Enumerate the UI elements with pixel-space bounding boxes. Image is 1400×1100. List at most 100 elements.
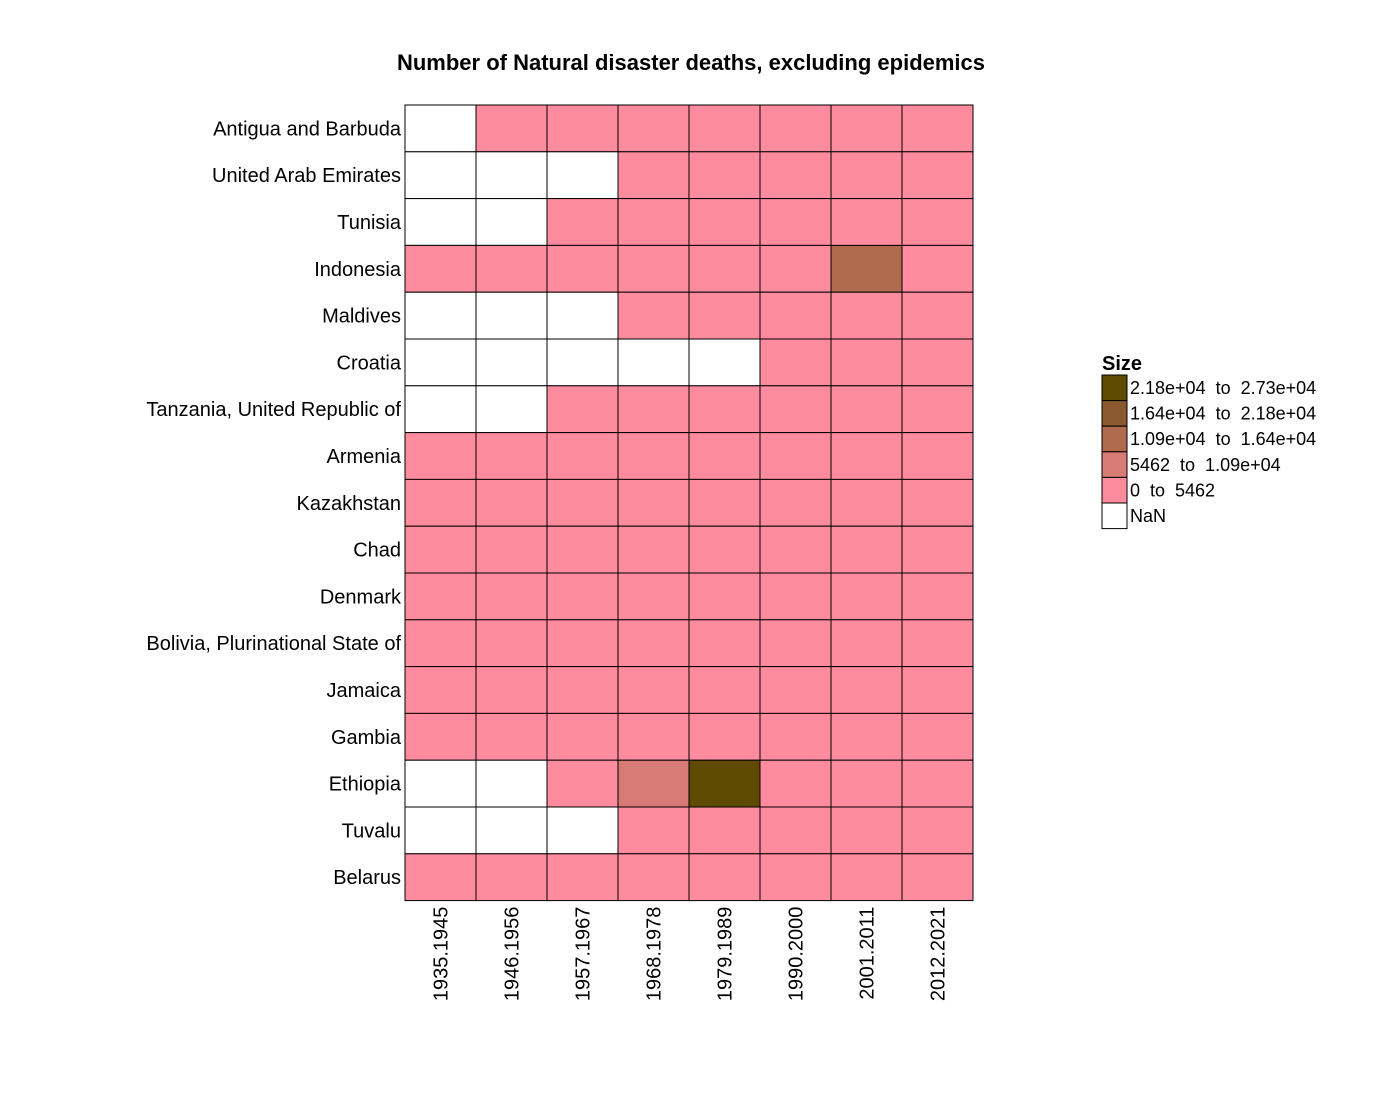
legend-title: Size <box>1102 353 1142 375</box>
heatmap-cell <box>901 806 974 855</box>
row-label: Indonesia <box>314 259 402 281</box>
row-label: Tanzania, United Republic of <box>146 399 401 421</box>
legend-swatch <box>1101 425 1128 453</box>
heatmap-cell <box>404 432 477 480</box>
heatmap-cell <box>546 619 619 668</box>
heatmap-cell <box>546 244 619 293</box>
heatmap-cell <box>546 385 619 434</box>
heatmap-cell <box>404 853 477 902</box>
heatmap-cell <box>617 291 690 340</box>
heatmap-cell <box>617 572 690 621</box>
heatmap-cell <box>546 338 619 387</box>
heatmap-cell <box>688 198 761 246</box>
column-label: 1935.1945 <box>431 907 453 1002</box>
heatmap-cell <box>404 104 477 153</box>
heatmap-cell <box>475 666 548 714</box>
heatmap-cell <box>617 853 690 902</box>
heatmap-cell <box>759 806 832 855</box>
heatmap-cell <box>688 853 761 902</box>
legend-items: 2.18e+04 to 2.73e+04 1.64e+04 to 2.18e+04… <box>1101 374 1316 530</box>
heatmap-cell <box>901 432 974 480</box>
heatmap-cell <box>688 432 761 480</box>
heatmap-cell <box>404 572 477 621</box>
heatmap-cell <box>901 291 974 340</box>
heatmap-cell <box>830 853 903 902</box>
heatmap-cell <box>759 198 832 246</box>
heatmap-cell <box>759 151 832 200</box>
row-label: Bolivia, Plurinational State of <box>146 633 401 655</box>
heatmap-cell <box>901 666 974 714</box>
heatmap-cell <box>617 432 690 480</box>
column-labels: 1935.1945 1946.1956 1957.1967 1968.1978 1979… <box>431 907 950 1002</box>
heatmap-cell <box>546 478 619 527</box>
heatmap-cell <box>617 385 690 434</box>
heatmap-cell <box>546 198 619 246</box>
heatmap-cell <box>759 525 832 574</box>
heatmap-cell <box>830 291 903 340</box>
heatmap-cell <box>901 853 974 902</box>
heatmap-cell <box>617 759 690 808</box>
heatmap-cell <box>617 712 690 761</box>
heatmap-cell <box>901 385 974 434</box>
row-label: Denmark <box>320 586 402 608</box>
heatmap-cell <box>617 198 690 246</box>
legend-label: 1.64e+04 to 2.18e+04 <box>1130 404 1316 424</box>
heatmap-cell <box>759 759 832 808</box>
heatmap-cell <box>546 853 619 902</box>
heatmap-cell <box>759 572 832 621</box>
row-label: Belarus <box>333 867 401 889</box>
row-label: Chad <box>353 540 401 562</box>
heatmap-cell <box>617 338 690 387</box>
legend-label: 1.09e+04 to 1.64e+04 <box>1130 429 1316 449</box>
heatmap-cell <box>475 104 548 153</box>
heatmap-cell <box>759 712 832 761</box>
heatmap-cell <box>546 432 619 480</box>
heatmap-cell <box>617 666 690 714</box>
heatmap-cell <box>759 385 832 434</box>
heatmap-cell <box>830 759 903 808</box>
heatmap-cell <box>475 198 548 246</box>
row-label: Tuvalu <box>342 820 401 842</box>
heatmap-cell <box>830 104 903 153</box>
heatmap-cell <box>617 151 690 200</box>
legend: Size 2.18e+04 to 2.73e+04 1.64e+04 to 2.1… <box>1101 353 1316 530</box>
heatmap-cell <box>830 666 903 714</box>
row-label: Jamaica <box>327 680 402 702</box>
heatmap-cell <box>830 572 903 621</box>
legend-swatch <box>1101 451 1128 478</box>
heatmap-cell <box>830 385 903 434</box>
heatmap-cell <box>404 291 477 340</box>
heatmap-cell <box>617 244 690 293</box>
heatmap-cell <box>475 712 548 761</box>
legend-swatch <box>1101 400 1128 427</box>
heatmap-cell <box>830 712 903 761</box>
heatmap-cell <box>475 151 548 200</box>
heatmap-cell <box>901 338 974 387</box>
heatmap-cell <box>475 759 548 808</box>
heatmap-cell <box>546 572 619 621</box>
heatmap-cell <box>475 291 548 340</box>
heatmap-cell <box>475 572 548 621</box>
heatmap-cell <box>475 853 548 902</box>
heatmap-cell <box>475 385 548 434</box>
heatmap-cell <box>901 478 974 527</box>
heatmap-cell <box>759 619 832 668</box>
row-label: Armenia <box>327 446 402 468</box>
heatmap-cell <box>759 432 832 480</box>
heatmap-cell <box>901 572 974 621</box>
heatmap-cell <box>475 338 548 387</box>
heatmap-cell <box>546 151 619 200</box>
heatmap-cell <box>688 291 761 340</box>
heatmap-cell <box>688 666 761 714</box>
row-label: Croatia <box>337 352 402 374</box>
heatmap-cell <box>546 806 619 855</box>
heatmap-cell <box>901 104 974 153</box>
heatmap-cell <box>404 338 477 387</box>
heatmap-cell <box>830 806 903 855</box>
heatmap-cell <box>617 525 690 574</box>
legend-swatch <box>1101 374 1128 402</box>
heatmap-cell <box>830 525 903 574</box>
column-label: 1957.1967 <box>573 907 595 1002</box>
heatmap-cell <box>546 291 619 340</box>
